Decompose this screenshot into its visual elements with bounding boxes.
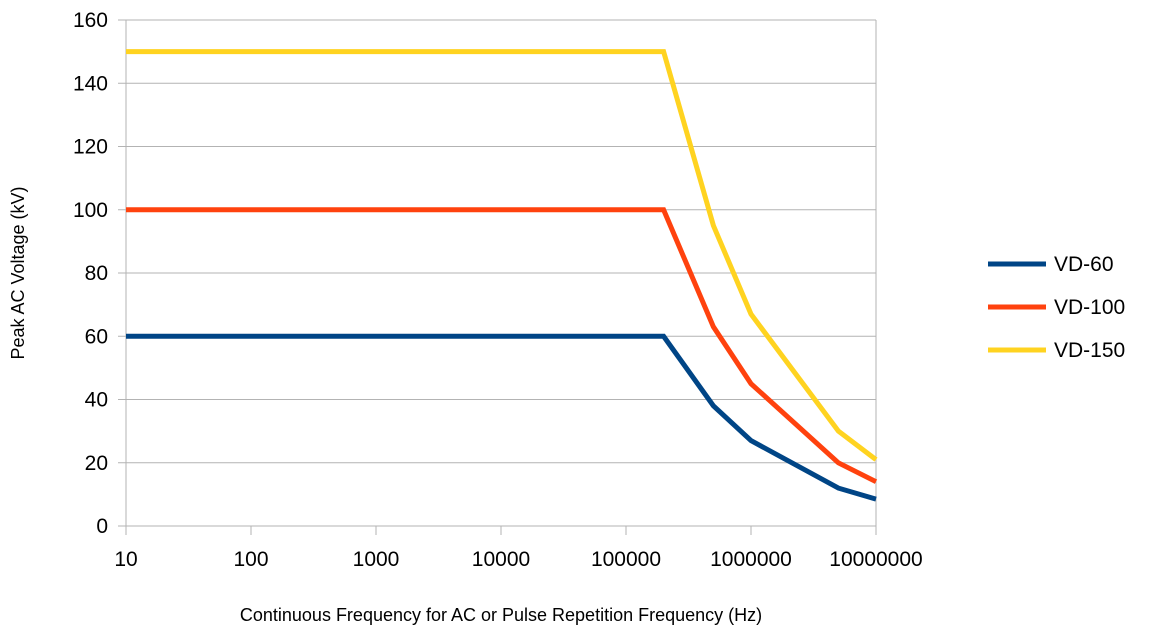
y-tick-label: 40 [85,389,108,412]
series-line-vd-60 [126,333,877,502]
gridlines [118,19,876,527]
x-tick-label: 10 [114,548,137,571]
x-tick-label: 1000 [353,548,400,571]
x-axis-label: Continuous Frequency for AC or Pulse Rep… [240,605,762,625]
x-tick-label: 1000000 [710,548,792,571]
tick-labels: 0 20 40 60 80 100 120 140 160 10 100 1000 10000 10000… [73,9,923,571]
x-tick-label: 10000000 [829,548,922,571]
y-tick-label: 0 [96,515,108,538]
legend-label: VD-100 [1054,296,1125,319]
series-line-vd-150 [126,49,878,462]
y-tick-label: 80 [85,262,108,285]
legend: VD-60 VD-100 VD-150 [988,253,1125,362]
x-tick-label: 10000 [472,548,530,571]
y-tick-label: 140 [73,72,108,95]
legend-label: VD-60 [1054,253,1114,276]
y-tick-label: 100 [73,199,108,222]
y-tick-label: 160 [73,9,108,32]
y-tick-label: 120 [73,136,108,159]
x-tick-label: 100000 [591,548,661,571]
y-tick-label: 60 [85,325,108,348]
legend-label: VD-150 [1054,339,1125,362]
y-axis-label: Peak AC Voltage (kV) [8,186,28,359]
x-tick-label: 100 [233,548,268,571]
series-line-vd-100 [126,207,878,484]
y-tick-label: 20 [85,452,108,475]
axes [125,20,877,535]
series-lines [126,49,878,502]
